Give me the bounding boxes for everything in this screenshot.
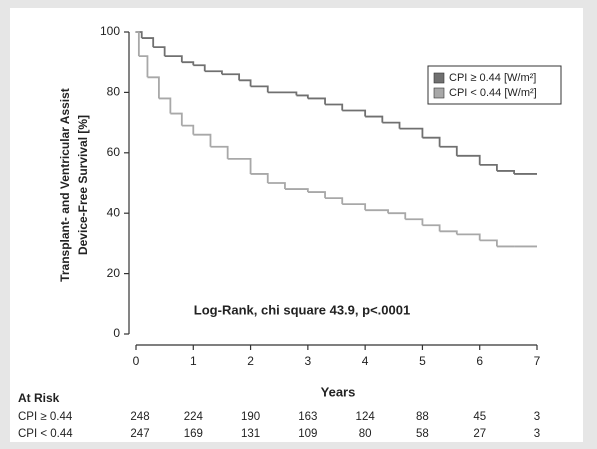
at-risk-count: 58 (416, 428, 429, 440)
survival-step (284, 188, 309, 193)
survival-step (296, 94, 309, 99)
at-risk-count: 247 (130, 428, 149, 440)
y-axis-label: Transplant- and Ventricular Assist (58, 88, 72, 282)
survival-step (210, 145, 229, 159)
survival-step (239, 79, 252, 87)
survival-step (307, 97, 326, 105)
annotation: Log-Rank, chi square 43.9, p<.0001 (194, 302, 410, 317)
x-tick-label: 1 (190, 354, 197, 368)
at-risk-count: 131 (241, 428, 260, 440)
survival-step (147, 76, 160, 99)
survival-step (439, 145, 458, 156)
survival-step (193, 133, 212, 147)
survival-step (325, 197, 344, 205)
at-risk-count: 224 (184, 411, 204, 423)
x-tick-label: 4 (362, 354, 369, 368)
survival-step (170, 112, 183, 126)
y-tick-label: 40 (107, 205, 121, 219)
survival-step (496, 170, 515, 174)
at-risk-count: 169 (184, 428, 203, 440)
y-tick-label: 20 (107, 266, 121, 280)
x-tick-label: 0 (133, 354, 140, 368)
at-risk-label: CPI ≥ 0.44 (18, 411, 73, 423)
x-tick-label: 5 (419, 354, 426, 368)
survival-step (342, 109, 367, 117)
at-risk-count: 248 (130, 411, 149, 423)
at-risk-count: 124 (356, 411, 376, 423)
at-risk-count: 88 (416, 411, 429, 423)
at-risk-label: CPI < 0.44 (18, 428, 73, 440)
survival-step (164, 55, 183, 63)
survival-step (193, 64, 206, 72)
survival-step (382, 121, 401, 129)
y-tick-label: 0 (113, 326, 120, 340)
at-risk-count: 80 (359, 428, 372, 440)
y-tick-label: 100 (100, 24, 120, 38)
at-risk-count: 190 (241, 411, 260, 423)
survival-step (250, 85, 269, 93)
survival-step (399, 127, 424, 138)
survival-step (479, 163, 498, 171)
x-tick-label: 7 (534, 354, 541, 368)
at-risk-count: 27 (473, 428, 486, 440)
y-tick-label: 60 (107, 145, 121, 159)
survival-step (250, 173, 269, 183)
x-tick-label: 3 (305, 354, 312, 368)
at-risk-title: At Risk (18, 391, 60, 405)
survival-step (388, 212, 407, 220)
legend-swatch (433, 72, 445, 84)
survival-step (342, 203, 367, 211)
y-axis-label: Device-Free Survival [%] (76, 115, 90, 255)
survival-step (141, 37, 155, 48)
survival-step (456, 233, 481, 241)
at-risk-count: 3 (534, 428, 540, 440)
survival-step (227, 157, 252, 174)
x-axis-label: Years (321, 384, 356, 399)
x-tick-label: 2 (247, 354, 254, 368)
survival-step (405, 218, 424, 226)
survival-step (181, 124, 195, 135)
at-risk-count: 163 (298, 411, 317, 423)
y-tick-label: 80 (107, 85, 121, 99)
at-risk-count: 3 (534, 411, 540, 423)
survival-step (479, 239, 498, 247)
survival-step (456, 154, 481, 165)
survival-step (422, 136, 441, 147)
survival-step (204, 70, 223, 75)
survival-step (138, 55, 149, 78)
survival-step (153, 46, 166, 57)
survival-step (365, 209, 389, 214)
legend-label: CPI < 0.44 [W/m²] (449, 87, 537, 99)
survival-step (136, 31, 140, 57)
survival-step (221, 73, 241, 81)
survival-step (181, 61, 195, 66)
legend-swatch (433, 87, 445, 99)
survival-step (439, 230, 458, 235)
survival-step (158, 97, 172, 114)
x-tick-label: 6 (476, 354, 483, 368)
survival-step (267, 91, 298, 96)
survival-step (325, 103, 344, 111)
legend-box (427, 65, 562, 105)
survival-step (267, 182, 286, 190)
at-risk-count: 45 (473, 411, 486, 423)
survival-step (365, 115, 384, 123)
legend-label: CPI ≥ 0.44 [W/m²] (449, 72, 536, 84)
survival-step (422, 224, 441, 232)
survival-step (307, 191, 326, 199)
at-risk-count: 109 (298, 428, 317, 440)
